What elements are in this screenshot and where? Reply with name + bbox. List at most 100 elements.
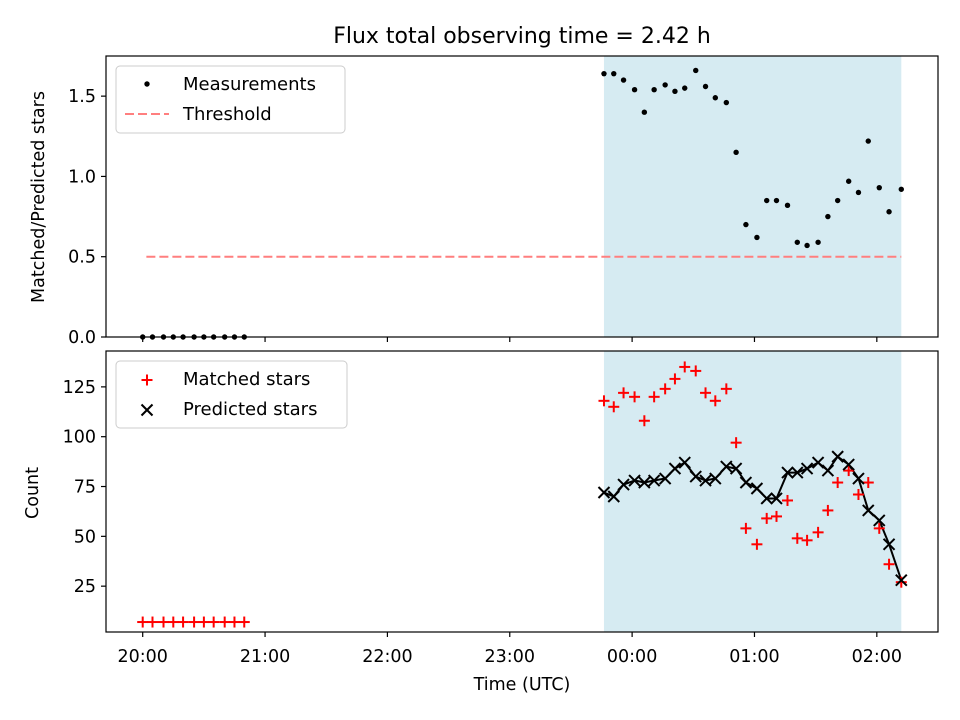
chart-title: Flux total observing time = 2.42 h	[333, 24, 711, 49]
measurement-point	[672, 88, 678, 95]
measurement-point	[693, 67, 699, 74]
predicted-star-point-b	[617, 478, 630, 491]
predicted-star-point	[607, 490, 620, 503]
measurement-point	[845, 178, 852, 184]
measurement-point	[601, 70, 607, 77]
predicted-star-point	[781, 466, 794, 479]
predicted-star-point	[617, 478, 630, 491]
predicted-star-point-b	[770, 492, 783, 505]
matched-star-point	[709, 395, 721, 407]
bottom-axes-frame	[105, 350, 939, 633]
measurement-point	[733, 149, 739, 156]
predicted-star-point-b	[709, 472, 722, 485]
measurement-point	[825, 213, 831, 220]
predicted-star-point-b	[729, 462, 743, 475]
legend-threshold-label: Threshold	[182, 104, 272, 125]
matched-star-point	[852, 488, 864, 500]
predicted-star-point	[842, 458, 855, 471]
top-x-ticks	[142, 337, 878, 342]
predicted-star-point-b	[607, 490, 620, 503]
y-tick-label: 75	[74, 478, 96, 498]
measurement-point	[815, 239, 821, 245]
matched-star-point	[659, 383, 671, 395]
predicted-star-point-b	[842, 458, 855, 471]
y-tick-label: 25	[74, 577, 96, 597]
predicted-star-point	[750, 482, 764, 495]
measurement-point	[834, 197, 841, 204]
matched-star-point	[598, 395, 610, 407]
measurement-point	[784, 202, 791, 209]
measurement-point	[898, 186, 904, 192]
measurement-point	[886, 209, 892, 215]
top-y-axis-label: Matched/Predicted stars	[29, 91, 49, 303]
measurement-point	[865, 138, 871, 144]
predicted-stars-points	[597, 450, 908, 587]
predicted-star-point-b	[668, 462, 682, 475]
predicted-star-point-b	[895, 573, 908, 587]
predicted-star-point-b	[821, 464, 835, 477]
predicted-star-point-b	[760, 492, 773, 505]
bottom-panel: 25 50 75 100 125 20:00 21:00 22:00 23:00 00:00 01…	[23, 350, 939, 695]
predicted-star-point-b	[831, 450, 844, 463]
top-shaded-region	[603, 56, 902, 337]
measurement-point	[804, 242, 810, 249]
predicted-star-point	[699, 474, 712, 487]
measurement-point	[754, 234, 760, 241]
matched-star-point	[812, 526, 824, 538]
predicted-star-point	[647, 474, 661, 487]
measurement-point	[702, 83, 709, 90]
measurement-point	[641, 109, 648, 115]
matched-star-point	[843, 465, 855, 477]
matched-star-point	[740, 522, 752, 534]
matched-star-point	[638, 415, 650, 427]
predicted-star-point	[597, 486, 611, 499]
matched-star-point	[198, 616, 210, 628]
matched-star-point	[832, 477, 844, 489]
bottom-y-ticks: 25 50 75 100 125	[63, 378, 106, 597]
matched-star-point	[146, 616, 158, 628]
measurement-point	[773, 197, 780, 204]
matched-star-point	[862, 477, 874, 489]
predicted-star-point	[882, 538, 896, 551]
matched-star-point	[679, 361, 691, 373]
matched-star-point	[782, 494, 794, 506]
predicted-star-point	[689, 470, 702, 483]
matched-star-point	[751, 538, 763, 550]
x-tick-label: 01:00	[729, 647, 779, 667]
measurement-point	[662, 82, 668, 88]
measurement-point	[712, 95, 719, 101]
predicted-star-point-b	[628, 474, 641, 487]
x-tick-label: 23:00	[485, 647, 535, 667]
matched-star-point	[873, 522, 885, 534]
predicted-star-point	[739, 476, 753, 489]
matched-star-point	[895, 576, 907, 588]
y-tick-label: 1.0	[68, 167, 96, 187]
predicted-star-point-b	[800, 462, 814, 475]
y-tick-label: 125	[63, 378, 96, 398]
legend-predicted-cross-b	[140, 403, 154, 417]
predicted-star-point	[658, 472, 672, 485]
predicted-star-point	[873, 514, 886, 527]
bottom-legend-box	[115, 360, 348, 429]
x-axis-label: Time (UTC)	[473, 675, 571, 695]
x-tick-label: 21:00	[240, 647, 290, 667]
bottom-legend: Matched stars Predicted stars	[115, 360, 348, 429]
measurement-point	[743, 221, 749, 228]
matched-star-point	[700, 387, 712, 399]
legend-measurements-marker	[144, 81, 150, 87]
predicted-star-point-b	[873, 514, 886, 527]
measurement-point	[723, 99, 730, 106]
predicted-star-point	[760, 492, 773, 505]
legend-predicted-label: Predicted stars	[183, 399, 317, 420]
predicted-star-point	[800, 462, 814, 475]
x-tick-label: 02:00	[852, 647, 902, 667]
predicted-star-point	[821, 464, 835, 477]
predicted-star-point	[729, 462, 743, 475]
matched-star-point	[720, 383, 732, 395]
y-tick-label: 1.5	[68, 87, 96, 107]
measurement-point	[631, 87, 638, 93]
bottom-y-axis-label: Count	[23, 467, 43, 519]
predicted-star-point	[628, 474, 641, 487]
predicted-star-point	[770, 492, 783, 505]
predicted-star-point-b	[739, 476, 753, 489]
